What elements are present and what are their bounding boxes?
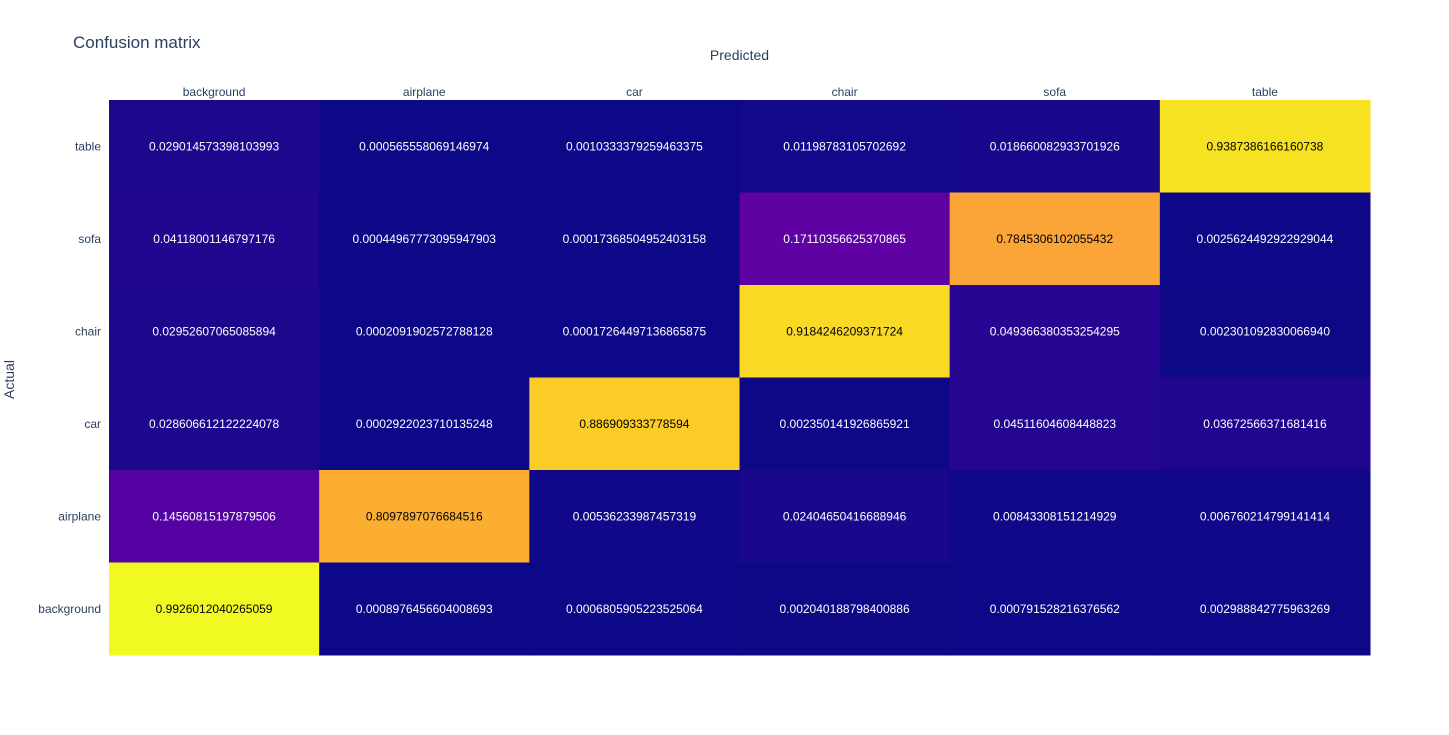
cell-value-label: 0.0025624492922929044 <box>1197 232 1334 246</box>
cell-value-label: 0.002988842775963269 <box>1200 602 1330 616</box>
heatmap-cell-sofa-table <box>1159 192 1371 286</box>
x-tick-label-background: background <box>183 85 246 99</box>
heatmap-cell-sofa-chair <box>739 192 951 286</box>
cell-value-label: 0.886909333778594 <box>579 417 689 431</box>
cell-value-label: 0.04511604608448823 <box>993 417 1116 431</box>
heatmap-cell-airplane-background <box>109 470 320 563</box>
heatmap-cell-background-sofa <box>949 562 1161 656</box>
heatmap-cell-table-table <box>1159 100 1371 193</box>
cell-value-label: 0.00017264497136865875 <box>563 324 707 338</box>
cell-value-label: 0.000791528216376562 <box>990 602 1120 616</box>
heatmap-cell-table-chair <box>739 100 951 193</box>
cell-value-label: 0.9926012040265059 <box>156 602 273 616</box>
heatmap-cell-background-chair <box>739 562 951 656</box>
cell-value-label: 0.006760214799141414 <box>1200 509 1330 523</box>
heatmap-cell-background-table <box>1159 562 1371 656</box>
heatmap-cell-chair-table <box>1159 285 1371 378</box>
cell-value-label: 0.0002922023710135248 <box>356 417 493 431</box>
cell-value-label: 0.002350141926865921 <box>780 417 910 431</box>
cell-value-label: 0.7845306102055432 <box>996 232 1113 246</box>
x-tick-label-chair: chair <box>832 85 858 99</box>
cell-value-label: 0.02952607065085894 <box>152 324 276 338</box>
cell-value-label: 0.01198783105702692 <box>783 139 906 153</box>
heatmap-cell-chair-airplane <box>319 285 530 378</box>
heatmap-cell-airplane-airplane <box>319 470 530 563</box>
cell-value-label: 0.0008976456604008693 <box>356 602 493 616</box>
cell-value-label: 0.018660082933701926 <box>990 139 1120 153</box>
chart-title: Confusion matrix <box>73 33 201 52</box>
cell-value-label: 0.002040188798400886 <box>780 602 910 616</box>
cell-value-label: 0.0006805905223525064 <box>566 602 703 616</box>
x-tick-label-sofa: sofa <box>1043 85 1066 99</box>
cell-value-label: 0.9387386166160738 <box>1207 139 1324 153</box>
heatmap-cell-chair-car <box>529 285 741 378</box>
heatmap-cell-chair-sofa <box>949 285 1161 378</box>
y-tick-label-chair: chair <box>75 324 101 338</box>
cell-value-label: 0.0002091902572788128 <box>356 324 493 338</box>
heatmap-cell-background-background <box>109 562 320 656</box>
heatmap-cell-car-sofa <box>949 377 1161 471</box>
y-tick-label-car: car <box>84 417 101 431</box>
x-tick-label-airplane: airplane <box>403 85 446 99</box>
cell-value-label: 0.049366380353254295 <box>990 324 1120 338</box>
cell-value-label: 0.9184246209371724 <box>786 324 903 338</box>
cell-value-label: 0.00843308151214929 <box>993 509 1117 523</box>
cell-value-label: 0.03672566371681416 <box>1203 417 1327 431</box>
heatmap-cell-background-car <box>529 562 741 656</box>
heatmap-cell-background-airplane <box>319 562 530 656</box>
heatmap-cell-airplane-chair <box>739 470 951 563</box>
heatmap-cell-airplane-sofa <box>949 470 1161 563</box>
y-tick-label-background: background <box>38 602 101 616</box>
y-tick-label-table: table <box>75 139 101 153</box>
cell-value-label: 0.14560815197879506 <box>152 509 276 523</box>
heatmap-cell-car-airplane <box>319 377 530 471</box>
heatmap-cell-chair-chair <box>739 285 951 378</box>
heatmap-cell-sofa-car <box>529 192 741 286</box>
cell-value-label: 0.002301092830066940 <box>1200 324 1330 338</box>
cell-value-label: 0.000565558069146974 <box>359 139 489 153</box>
heatmap-cell-table-sofa <box>949 100 1161 193</box>
cell-value-label: 0.02404650416688946 <box>783 509 907 523</box>
cell-value-label: 0.00017368504952403158 <box>563 232 707 246</box>
cell-value-label: 0.0010333379259463375 <box>566 139 703 153</box>
cell-value-label: 0.00536233987457319 <box>573 509 697 523</box>
y-axis-ticks: table sofa chair car airplane background <box>38 139 101 616</box>
cell-value-label: 0.8097897076684516 <box>366 509 483 523</box>
heatmap-cell-table-airplane <box>319 100 530 193</box>
cell-value-label: 0.00044967773095947903 <box>353 232 497 246</box>
heatmap-cell-car-table <box>1159 377 1371 471</box>
heatmap-cell-car-chair <box>739 377 951 471</box>
heatmap-cell-table-background <box>109 100 320 193</box>
heatmap-cell-sofa-background <box>109 192 320 286</box>
heatmap-cells: 0.029014573398103993 0.000565558069146974… <box>109 100 1371 656</box>
x-tick-label-car: car <box>626 85 643 99</box>
y-tick-label-airplane: airplane <box>58 509 101 523</box>
heatmap-cell-sofa-sofa <box>949 192 1161 286</box>
heatmap-cell-chair-background <box>109 285 320 378</box>
x-axis-ticks: background airplane car chair sofa table <box>183 85 1279 99</box>
heatmap-cell-car-car <box>529 377 741 471</box>
x-tick-label-table: table <box>1252 85 1278 99</box>
heatmap-cell-airplane-table <box>1159 470 1371 563</box>
y-tick-label-sofa: sofa <box>78 232 101 246</box>
cell-value-label: 0.04118001146797176 <box>153 232 275 246</box>
y-axis-title: Actual <box>1 360 17 399</box>
heatmap-cell-car-background <box>109 377 320 471</box>
x-axis-title: Predicted <box>710 47 769 63</box>
cell-value-label: 0.029014573398103993 <box>149 139 279 153</box>
cell-value-label: 0.028606612122224078 <box>149 417 279 431</box>
heatmap-cell-airplane-car <box>529 470 741 563</box>
heatmap-cell-sofa-airplane <box>319 192 530 286</box>
cell-value-label: 0.17110356625370865 <box>783 232 906 246</box>
heatmap-cell-table-car <box>529 100 741 193</box>
